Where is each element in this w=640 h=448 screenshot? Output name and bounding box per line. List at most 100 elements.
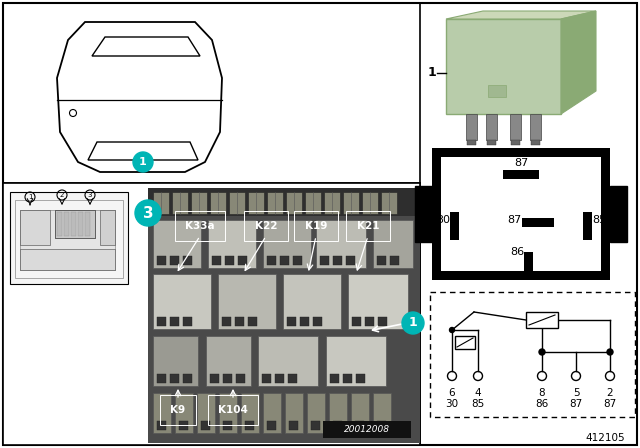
Bar [330,374,339,383]
Text: 1: 1 [428,66,436,79]
Bar [64,212,69,236]
Text: K22: K22 [255,221,277,231]
Bar [197,393,215,433]
Bar [153,393,171,433]
Bar [377,256,386,265]
Bar [10,192,128,284]
Bar [71,212,76,236]
Bar [222,317,231,326]
Text: 85: 85 [472,399,484,409]
Bar [466,114,477,140]
Text: 4: 4 [475,388,481,398]
Bar [373,393,391,433]
Bar [455,336,475,349]
Text: 86: 86 [536,399,548,409]
Bar [524,252,533,278]
Text: K9: K9 [170,405,186,415]
Bar [313,317,322,326]
Bar [85,212,90,236]
Bar [511,140,520,145]
Bar [275,374,284,383]
Bar [307,393,325,433]
Bar [390,256,399,265]
Bar [218,274,276,329]
Bar [285,393,303,433]
Bar [175,393,193,433]
Text: 1: 1 [408,316,417,329]
Bar [148,188,420,443]
Bar [55,210,95,238]
Text: 30: 30 [436,215,450,225]
Bar [170,256,179,265]
Bar [381,192,397,214]
Bar [263,220,311,268]
Polygon shape [561,11,596,114]
Text: 5: 5 [573,388,579,398]
Bar [488,85,506,97]
Bar [362,192,378,214]
Text: 3: 3 [143,206,154,220]
Text: K19: K19 [305,221,327,231]
Text: 87: 87 [604,399,616,409]
Bar [286,192,302,214]
Bar [153,274,211,329]
Text: 1: 1 [28,194,32,200]
Bar [157,317,166,326]
Bar [267,256,276,265]
Bar [320,256,329,265]
Bar [351,393,369,433]
Bar [153,192,169,214]
Text: 86: 86 [510,247,524,257]
Bar [446,19,561,114]
Bar [467,140,476,145]
Bar [323,421,411,438]
Bar [486,114,497,140]
Bar [333,256,342,265]
Bar [531,140,540,145]
Bar [373,220,413,268]
Bar [503,170,539,179]
Bar [236,374,245,383]
Bar [258,336,318,386]
Bar [441,157,601,271]
Bar [20,210,115,270]
Text: 6: 6 [449,388,455,398]
Text: 20012008: 20012008 [344,425,390,434]
Bar [356,374,365,383]
Bar [287,317,296,326]
Bar [248,192,264,214]
Bar [343,374,352,383]
Bar [610,186,627,242]
Bar [206,336,251,386]
Bar [55,210,95,238]
Bar [225,256,234,265]
Bar [235,317,244,326]
Text: 8: 8 [539,388,545,398]
Bar [329,393,347,433]
Bar [293,256,302,265]
Bar [183,374,192,383]
Bar [223,421,232,430]
Bar [157,256,166,265]
Circle shape [607,349,613,355]
Bar [153,220,201,268]
Bar [487,140,496,145]
Bar [311,421,320,430]
Bar [241,393,259,433]
Bar [262,374,271,383]
Text: 30: 30 [445,399,459,409]
Text: 87: 87 [570,399,582,409]
Bar [430,292,635,417]
Bar [219,393,237,433]
Bar [100,210,115,245]
Circle shape [133,152,153,172]
Bar [530,114,541,140]
Bar [153,336,198,386]
Bar [172,192,188,214]
Polygon shape [446,11,596,19]
Bar [223,374,232,383]
Bar [267,192,283,214]
Bar [148,188,420,216]
Bar [326,336,386,386]
Bar [300,317,309,326]
